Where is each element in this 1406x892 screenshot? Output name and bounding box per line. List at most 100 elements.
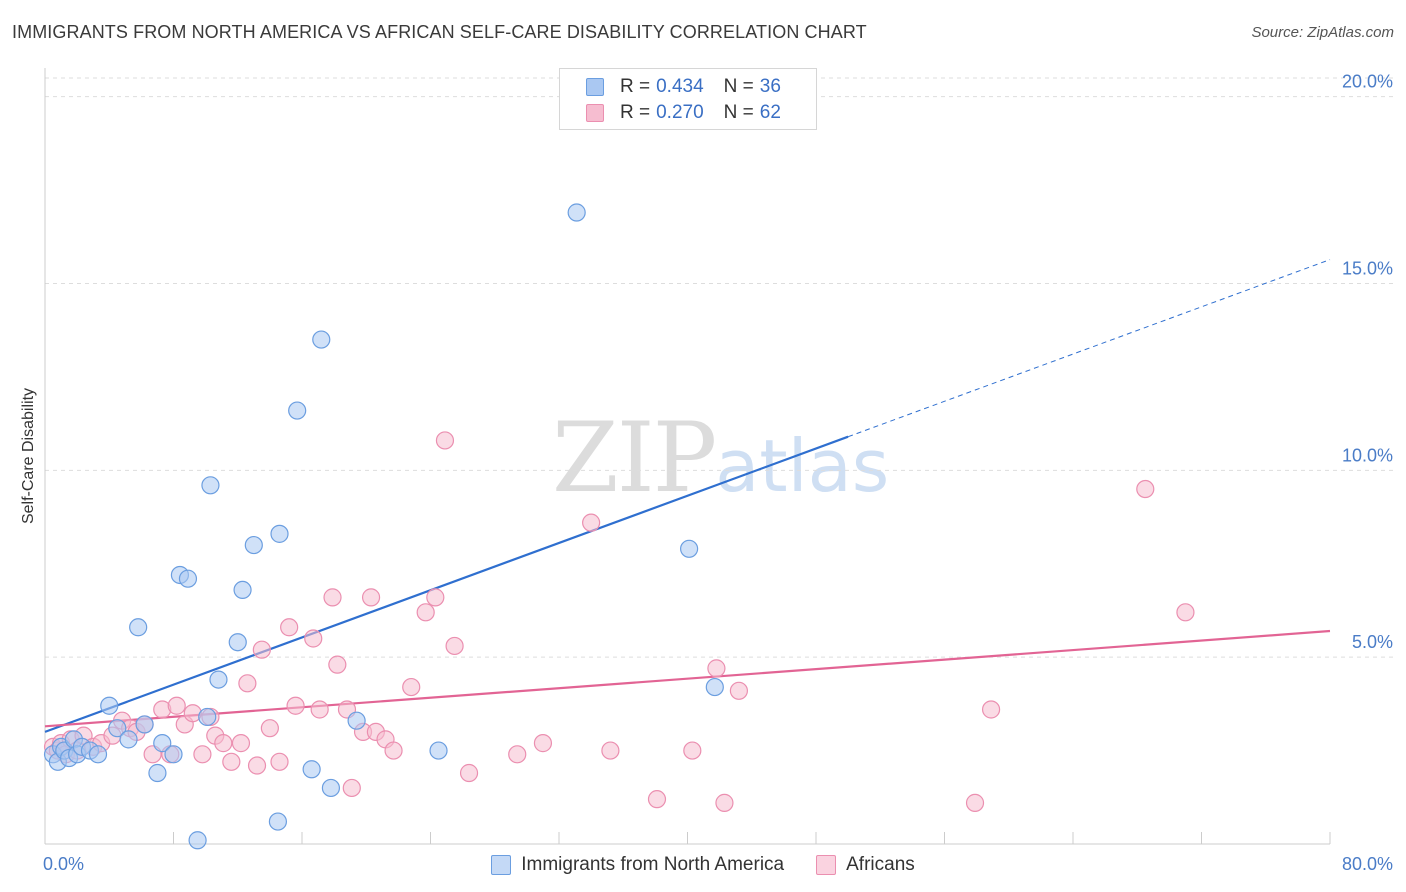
trend-line-immigrants xyxy=(44,435,849,733)
point-africans-43 xyxy=(384,741,403,760)
point-immigrants-37 xyxy=(705,677,724,697)
bottom-legend: Immigrants from North America Africans xyxy=(0,852,1406,878)
point-africans-29 xyxy=(260,719,279,738)
point-africans-53 xyxy=(601,741,620,760)
point-africans-59 xyxy=(965,793,985,812)
legend-n-label: N = xyxy=(723,102,754,123)
point-immigrants-23 xyxy=(209,670,228,689)
point-africans-45 xyxy=(416,603,435,622)
point-immigrants-30 xyxy=(302,760,321,779)
point-africans-27 xyxy=(247,756,267,775)
point-africans-57 xyxy=(715,793,734,812)
legend-swatch-blue xyxy=(586,78,604,96)
point-africans-20 xyxy=(193,745,212,764)
point-africans-51 xyxy=(533,734,553,753)
point-immigrants-10 xyxy=(100,696,119,715)
legend-n-value: 36 xyxy=(759,76,781,97)
point-immigrants-26 xyxy=(244,535,263,555)
point-africans-50 xyxy=(508,745,527,764)
point-immigrants-29 xyxy=(288,401,307,420)
point-africans-28 xyxy=(252,640,271,659)
point-immigrants-27 xyxy=(268,812,288,831)
point-africans-62 xyxy=(1176,603,1195,622)
point-africans-46 xyxy=(426,588,445,607)
legend-swatch-pink xyxy=(586,104,604,122)
trend-line-immigrants-extension xyxy=(847,259,1331,438)
point-africans-36 xyxy=(328,655,347,674)
point-immigrants-14 xyxy=(135,715,154,734)
point-immigrants-12 xyxy=(119,730,138,749)
point-africans-32 xyxy=(286,696,305,715)
bottom-legend-label-series2: Africans xyxy=(846,854,915,875)
point-africans-25 xyxy=(231,734,251,753)
point-immigrants-9 xyxy=(88,745,108,764)
legend-r-label: R = xyxy=(620,76,651,97)
y-tick-label-0: 5.0% xyxy=(1352,632,1393,652)
point-immigrants-16 xyxy=(153,734,172,753)
data-points xyxy=(43,203,1195,850)
axes xyxy=(44,68,1331,845)
point-africans-54 xyxy=(647,790,667,809)
legend-r-value: 0.270 xyxy=(656,102,704,123)
point-immigrants-11 xyxy=(108,719,127,738)
point-immigrants-21 xyxy=(198,707,217,727)
legend-r-value: 0.434 xyxy=(656,76,704,97)
legend-r-label: R = xyxy=(620,102,651,123)
point-immigrants-24 xyxy=(228,633,247,652)
point-immigrants-33 xyxy=(347,711,366,730)
point-africans-38 xyxy=(342,778,361,798)
trend-lines xyxy=(44,259,1331,733)
point-africans-23 xyxy=(214,734,233,753)
point-africans-48 xyxy=(445,636,464,656)
chart-title: IMMIGRANTS FROM NORTH AMERICA VS AFRICAN… xyxy=(12,22,867,42)
point-africans-35 xyxy=(323,588,342,607)
point-immigrants-31 xyxy=(312,330,331,349)
point-immigrants-28 xyxy=(270,524,289,543)
bottom-legend-series1: Immigrants from North America xyxy=(491,854,784,876)
y-tick-label-1: 10.0% xyxy=(1342,445,1393,465)
point-immigrants-32 xyxy=(321,778,341,798)
point-immigrants-20 xyxy=(188,831,207,850)
point-africans-40 xyxy=(361,588,381,607)
point-immigrants-34 xyxy=(429,741,448,760)
point-immigrants-22 xyxy=(201,476,220,495)
point-immigrants-13 xyxy=(129,618,148,637)
bottom-legend-label-series1: Immigrants from North America xyxy=(521,854,785,875)
point-africans-60 xyxy=(981,700,1001,719)
legend-row-series2: R = 0.270 N = 62 xyxy=(586,101,781,125)
point-africans-58 xyxy=(729,681,749,700)
bottom-legend-swatch-pink xyxy=(816,855,837,875)
point-africans-24 xyxy=(222,752,241,771)
bottom-legend-series2: Africans xyxy=(816,854,915,876)
tick-labels: 5.0% 10.0% 15.0% 20.0% 0.0% 80.0% xyxy=(43,72,1393,874)
point-africans-61 xyxy=(1136,479,1155,499)
point-africans-17 xyxy=(167,696,186,715)
point-africans-49 xyxy=(459,763,479,783)
source-label: Source: ZipAtlas.com xyxy=(1251,24,1394,41)
point-immigrants-36 xyxy=(680,539,699,558)
y-tick-label-3: 20.0% xyxy=(1342,72,1393,92)
point-immigrants-17 xyxy=(164,745,183,764)
point-immigrants-25 xyxy=(233,580,252,600)
point-africans-30 xyxy=(270,752,289,771)
y-axis-label: Self-Care Disability xyxy=(20,388,37,524)
point-africans-34 xyxy=(310,700,329,719)
grid-lines xyxy=(45,77,1396,658)
point-africans-44 xyxy=(402,677,421,697)
point-immigrants-19 xyxy=(178,569,198,588)
watermark-atlas: atlas xyxy=(715,424,890,508)
legend-n-value: 62 xyxy=(759,102,781,123)
bottom-legend-swatch-blue xyxy=(491,855,512,875)
point-immigrants-35 xyxy=(567,203,586,222)
x-tick-label-1: 80.0% xyxy=(1342,854,1393,874)
point-africans-55 xyxy=(683,741,702,760)
legend: R = 0.434 N = 36 R = 0.270 N = 62 xyxy=(559,68,817,130)
point-immigrants-15 xyxy=(148,763,167,783)
trend-line-africans xyxy=(44,629,1331,728)
point-africans-56 xyxy=(707,659,726,678)
x-tick-label-0: 0.0% xyxy=(43,854,84,874)
y-tick-label-2: 15.0% xyxy=(1342,259,1393,279)
legend-n-label: N = xyxy=(723,76,754,97)
legend-row-series1: R = 0.434 N = 36 xyxy=(586,75,781,99)
point-africans-26 xyxy=(238,674,257,693)
